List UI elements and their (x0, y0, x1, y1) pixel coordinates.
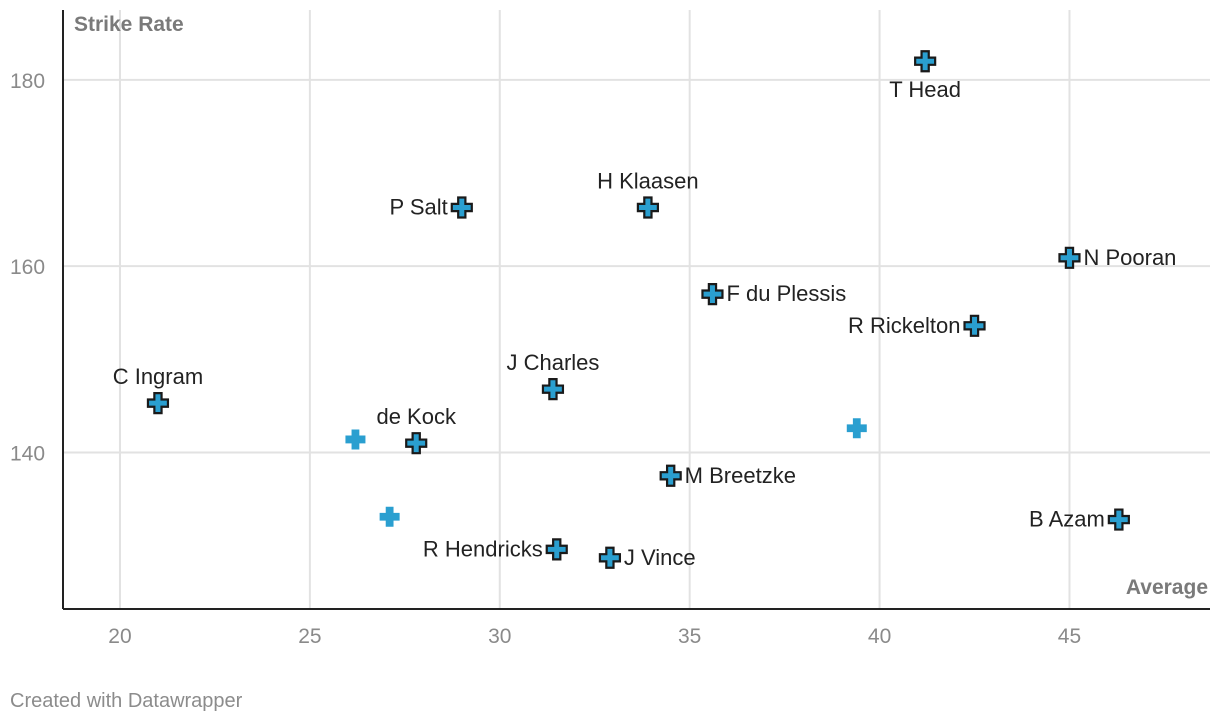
point-marker (379, 506, 400, 527)
point-label: H Klaasen (597, 168, 699, 193)
data-point: H Klaasen (597, 168, 699, 219)
point-marker (405, 432, 428, 455)
grid (63, 10, 1210, 609)
data-points: T Head P Salt H Klaasen N Pooran F du Plessi… (113, 50, 1176, 570)
data-point: de Kock (376, 404, 457, 455)
point-marker (450, 196, 473, 219)
x-tick-label: 20 (108, 625, 131, 648)
point-label: P Salt (389, 194, 447, 219)
point-label: T Head (889, 77, 961, 102)
x-tick-label: 30 (488, 625, 511, 648)
y-tick-label: 180 (10, 70, 45, 93)
data-point (846, 418, 867, 439)
point-marker (963, 314, 986, 337)
data-point (379, 506, 400, 527)
data-point: C Ingram (113, 364, 203, 415)
data-point: T Head (889, 50, 961, 102)
point-marker (659, 464, 682, 487)
point-label: C Ingram (113, 364, 203, 389)
data-point: F du Plessis (701, 281, 846, 306)
point-marker (541, 378, 565, 401)
point-marker (1058, 246, 1081, 269)
point-marker (636, 196, 659, 219)
x-axis-title: Average (1126, 576, 1208, 599)
axes: 20 25 30 35 40 45 140 160 180 (10, 10, 1210, 648)
point-label: R Hendricks (423, 536, 543, 561)
point-label: F du Plessis (726, 281, 846, 306)
y-tick-label: 140 (10, 442, 45, 465)
data-point: P Salt (389, 194, 473, 219)
data-point: N Pooran (1058, 245, 1176, 270)
x-tick-label: 35 (678, 625, 701, 648)
data-point: M Breetzke (659, 463, 796, 488)
point-label: N Pooran (1083, 245, 1176, 270)
data-point: J Vince (598, 545, 696, 570)
point-label: R Rickelton (848, 313, 960, 338)
scatter-chart: 20 25 30 35 40 45 140 160 180 Strike Rate Averag… (10, 10, 1210, 648)
point-label: M Breetzke (685, 463, 796, 488)
data-point (345, 429, 366, 450)
point-label: de Kock (376, 404, 456, 429)
x-tick-label: 25 (298, 625, 321, 648)
point-marker (701, 283, 724, 306)
point-marker (846, 418, 867, 439)
y-tick-label: 160 (10, 256, 45, 279)
point-marker (598, 546, 622, 569)
data-point: R Hendricks (423, 536, 568, 561)
data-point: J Charles (506, 350, 599, 401)
point-label: J Charles (506, 350, 599, 375)
point-marker (1107, 508, 1130, 531)
point-label: J Vince (624, 545, 696, 570)
x-tick-label: 45 (1058, 625, 1081, 648)
datawrapper-credit[interactable]: Created with Datawrapper (10, 690, 243, 712)
point-label: B Azam (1029, 507, 1105, 532)
point-marker (545, 538, 568, 561)
data-point: R Rickelton (848, 313, 986, 338)
point-marker (345, 429, 366, 450)
data-point: B Azam (1029, 507, 1130, 532)
point-marker (146, 392, 170, 415)
y-axis-title: Strike Rate (74, 13, 184, 36)
point-marker (914, 50, 937, 73)
x-tick-label: 40 (868, 625, 891, 648)
